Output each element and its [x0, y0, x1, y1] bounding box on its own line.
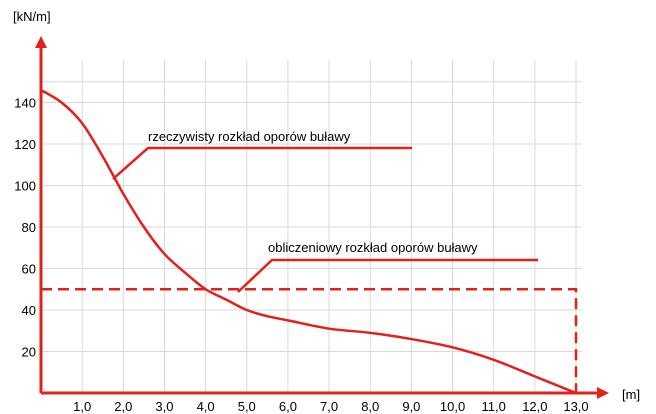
y-tick-label: 60: [22, 262, 36, 277]
series-line-actual: [40, 88, 577, 395]
y-tick-label: 140: [14, 96, 36, 111]
x-axis-unit: [m]: [622, 387, 640, 402]
x-tick-label: 12,0: [522, 399, 547, 414]
x-tick-label: 3,0: [155, 399, 173, 414]
x-tick-labels: 1,0 2,0 3,0 4,0 5,0 6,0 7,0 8,0 9,0 10,0 11,0 12,0 1…: [73, 399, 589, 414]
annotation-label-actual: rzeczywisty rozkład oporów buławy: [148, 129, 351, 144]
x-tick-label: 13,0: [563, 399, 588, 414]
x-tick-label: 6,0: [279, 399, 297, 414]
y-tick-label: 40: [22, 303, 36, 318]
y-tick-label: 20: [22, 345, 36, 360]
x-tick-label: 1,0: [73, 399, 91, 414]
y-tick-label: 100: [14, 179, 36, 194]
x-tick-label: 2,0: [114, 399, 132, 414]
series-line-design: [41, 288, 578, 393]
leader-line-actual: [112, 146, 412, 180]
leader-line-design: [237, 258, 538, 293]
x-tick-label: 8,0: [361, 399, 379, 414]
grid: [41, 60, 582, 393]
y-tick-label: 80: [22, 220, 36, 235]
x-tick-label: 4,0: [197, 399, 215, 414]
y-tick-label: 120: [14, 137, 36, 152]
x-tick-label: 10,0: [440, 399, 465, 414]
y-axis-unit: [kN/m]: [13, 9, 51, 24]
x-tick-label: 9,0: [402, 399, 420, 414]
series-layer: [40, 88, 578, 395]
annotation-label-design: obliczeniowy rozkład oporów buławy: [268, 240, 478, 255]
annotations: rzeczywisty rozkład oporów buławy oblicze…: [112, 129, 538, 293]
x-tick-label: 11,0: [482, 399, 506, 414]
x-tick-label: 7,0: [320, 399, 338, 414]
x-tick-label: 5,0: [238, 399, 256, 414]
y-tick-labels: 20 40 60 80 100 120 140: [14, 96, 36, 360]
